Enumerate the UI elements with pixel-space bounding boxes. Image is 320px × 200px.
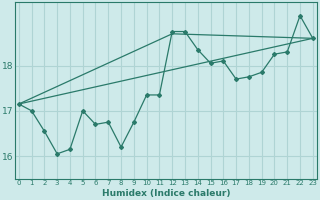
- X-axis label: Humidex (Indice chaleur): Humidex (Indice chaleur): [101, 189, 230, 198]
